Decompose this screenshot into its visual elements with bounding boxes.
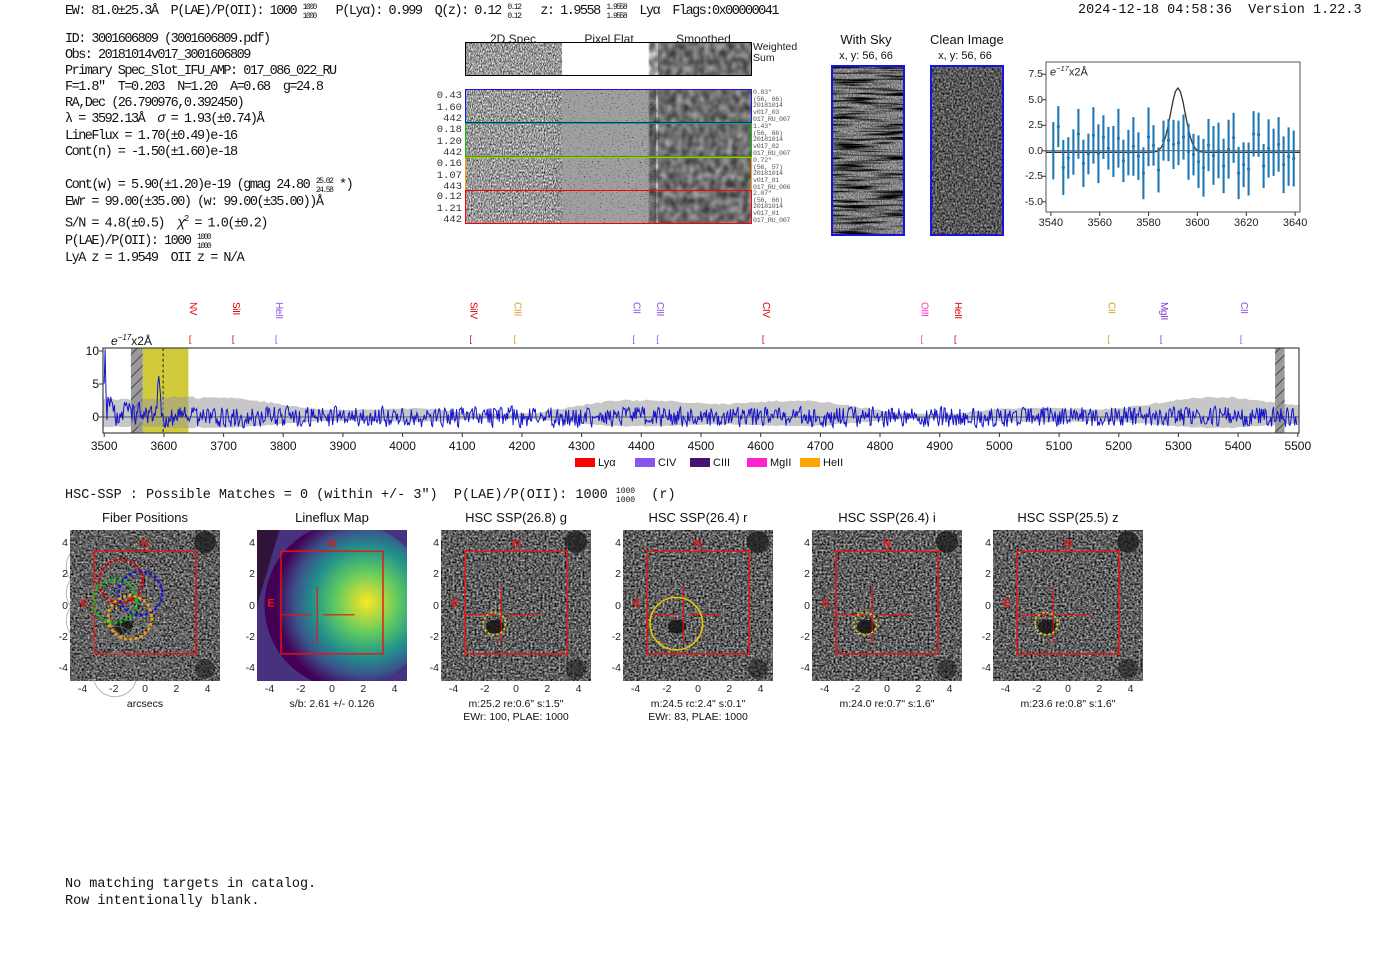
svg-text:E: E xyxy=(267,597,274,609)
svg-text:N: N xyxy=(328,538,336,550)
